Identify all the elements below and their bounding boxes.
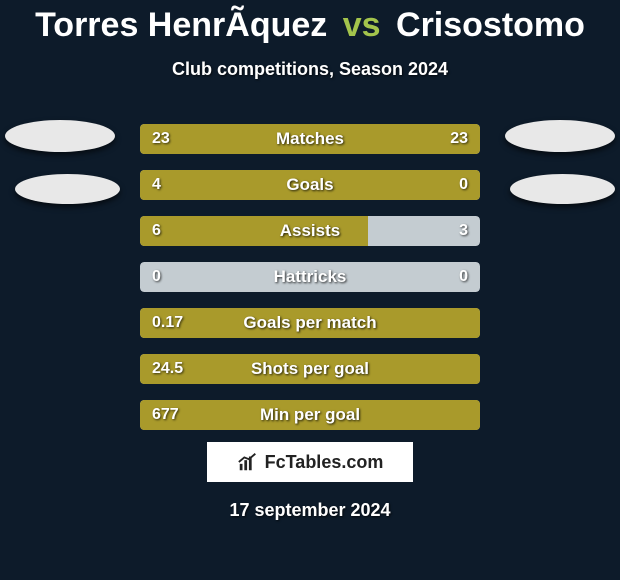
generated-date: 17 september 2024 bbox=[0, 500, 620, 521]
stat-row: 63Assists bbox=[140, 216, 480, 246]
stat-row: 677Min per goal bbox=[140, 400, 480, 430]
badge-text: FcTables.com bbox=[265, 452, 384, 473]
player1-name: Torres HenrÃ­quez bbox=[35, 6, 327, 44]
stat-label: Min per goal bbox=[140, 400, 480, 430]
stat-label: Matches bbox=[140, 124, 480, 154]
player2-photo-1 bbox=[505, 120, 615, 152]
player1-photo-1 bbox=[5, 120, 115, 152]
subtitle: Club competitions, Season 2024 bbox=[0, 59, 620, 80]
stat-row: 0.17Goals per match bbox=[140, 308, 480, 338]
stat-label: Shots per goal bbox=[140, 354, 480, 384]
player2-name: Crisostomo bbox=[396, 6, 585, 44]
vs-text: vs bbox=[343, 6, 381, 44]
stat-row: 40Goals bbox=[140, 170, 480, 200]
stat-label: Goals per match bbox=[140, 308, 480, 338]
comparison-title: Torres HenrÃ­quez vs Crisostomo bbox=[0, 0, 620, 45]
chart-icon bbox=[237, 451, 259, 473]
stat-row: 24.5Shots per goal bbox=[140, 354, 480, 384]
stat-label: Assists bbox=[140, 216, 480, 246]
stat-label: Hattricks bbox=[140, 262, 480, 292]
stat-label: Goals bbox=[140, 170, 480, 200]
source-badge: FcTables.com bbox=[205, 440, 415, 484]
stats-bars-container: 2323Matches 40Goals 63Assists 00Hattricks 0.… bbox=[140, 124, 480, 446]
stat-row: 00Hattricks bbox=[140, 262, 480, 292]
player2-photo-2 bbox=[510, 174, 615, 204]
player1-photo-2 bbox=[15, 174, 120, 204]
stat-row: 2323Matches bbox=[140, 124, 480, 154]
